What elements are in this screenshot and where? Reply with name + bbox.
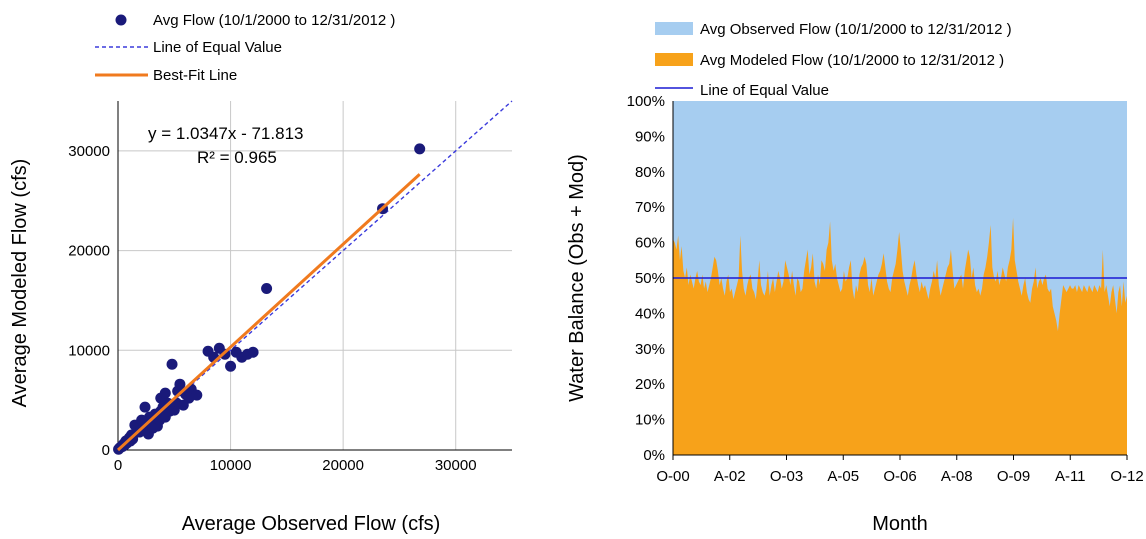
scatter-point [166, 358, 178, 370]
scatter-point [127, 433, 139, 445]
legend-label-equal-value-right: Line of Equal Value [700, 82, 829, 99]
scatter-y-tick: 20000 [68, 243, 110, 260]
area-y-tick-labels: 0% 10% 20% 30% 40% 50% 60% 70% 80% 90% 100% [627, 93, 665, 464]
scatter-point [261, 282, 273, 294]
legend-swatch-observed [655, 22, 693, 35]
area-x-tick: O-06 [883, 468, 916, 485]
scatter-x-axis-title: Average Observed Flow (cfs) [182, 513, 441, 535]
area-x-tick: O-12 [1110, 468, 1143, 485]
regression-equation: y = 1.0347x - 71.813 [148, 124, 303, 143]
scatter-x-tick: 30000 [435, 457, 477, 474]
scatter-x-tick: 10000 [210, 457, 252, 474]
area-x-tick: A-08 [941, 468, 973, 485]
area-y-tick: 10% [635, 412, 665, 429]
area-y-tick: 60% [635, 235, 665, 252]
area-y-tick: 0% [643, 447, 665, 464]
scatter-y-tick: 0 [102, 442, 110, 459]
scatter-point [247, 346, 259, 358]
scatter-tick-labels: 0 10000 20000 30000 0 10000 20000 30000 [68, 143, 476, 474]
scatter-points [113, 143, 426, 455]
scatter-x-tick: 20000 [322, 457, 364, 474]
scatter-point [414, 143, 426, 155]
legend-label-avg-flow: Avg Flow (10/1/2000 to 12/31/2012 ) [153, 12, 395, 29]
scatter-point [191, 389, 203, 401]
modeled-area [673, 217, 1127, 455]
scatter-chart: Avg Flow (10/1/2000 to 12/31/2012 ) Line… [9, 12, 513, 535]
area-y-tick: 100% [627, 93, 665, 110]
area-y-tick: 20% [635, 376, 665, 393]
legend-label-observed: Avg Observed Flow (10/1/2000 to 12/31/20… [700, 21, 1012, 38]
area-y-tick: 90% [635, 128, 665, 145]
area-x-tick: A-02 [714, 468, 746, 485]
scatter-legend: Avg Flow (10/1/2000 to 12/31/2012 ) Line… [95, 12, 395, 84]
legend-label-modeled: Avg Modeled Flow (10/1/2000 to 12/31/201… [700, 52, 1004, 69]
scatter-point [225, 360, 237, 372]
r-squared-label: R² = 0.965 [197, 148, 277, 167]
area-y-tick: 70% [635, 199, 665, 216]
scatter-y-axis-title: Average Modeled Flow (cfs) [9, 159, 31, 408]
scatter-point [136, 414, 148, 426]
area-x-axis-title: Month [872, 513, 928, 535]
area-x-tick: O-00 [656, 468, 689, 485]
water-balance-legend: Avg Observed Flow (10/1/2000 to 12/31/20… [655, 21, 1012, 99]
legend-swatch-modeled [655, 53, 693, 66]
scatter-gridlines [118, 101, 512, 450]
scatter-y-tick: 10000 [68, 342, 110, 359]
area-x-tick: A-05 [827, 468, 859, 485]
best-fit-line [116, 173, 421, 452]
legend-label-best-fit: Best-Fit Line [153, 67, 237, 84]
area-y-tick: 30% [635, 341, 665, 358]
scatter-point [139, 401, 151, 413]
area-y-tick: 80% [635, 164, 665, 181]
area-x-tick: O-09 [997, 468, 1030, 485]
area-x-tick: O-03 [770, 468, 803, 485]
area-y-axis-title: Water Balance (Obs + Mod) [566, 154, 588, 402]
area-y-tick: 50% [635, 270, 665, 287]
area-x-tick-labels: O-00 A-02 O-03 A-05 O-06 A-08 O-09 A-11 O-12 [656, 455, 1144, 485]
scatter-point [159, 387, 171, 399]
area-x-tick: A-11 [1055, 468, 1086, 485]
area-y-tick: 40% [635, 305, 665, 322]
scatter-y-tick: 30000 [68, 143, 110, 160]
water-balance-chart: Avg Observed Flow (10/1/2000 to 12/31/20… [566, 21, 1144, 535]
legend-label-equal-value: Line of Equal Value [153, 39, 282, 56]
legend-marker-avg-flow [115, 14, 127, 26]
scatter-x-tick: 0 [114, 457, 122, 474]
